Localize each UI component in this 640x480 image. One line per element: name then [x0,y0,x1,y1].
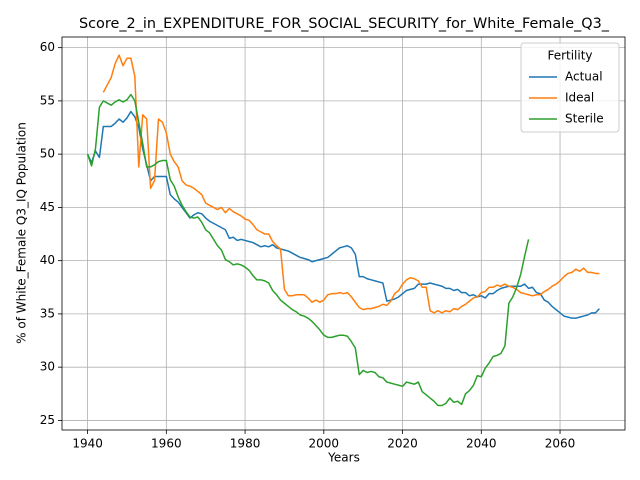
y-tick-label: 50 [40,147,55,161]
legend: Fertility Actual Ideal Sterile [520,42,620,133]
legend-box [520,42,620,133]
y-tick-label: 40 [40,253,55,267]
y-tick-label: 35 [40,306,55,320]
x-tick-label: 2000 [309,437,340,451]
x-tick-label: 1960 [151,437,182,451]
chart-title: Score_2_in_EXPENDITURE_FOR_SOCIAL_SECURI… [79,16,610,32]
x-tick-label: 2020 [387,437,418,451]
x-tick-label: 1980 [230,437,261,451]
x-tick-label: 2040 [466,437,497,451]
legend-label: Sterile [565,112,604,126]
y-tick-label: 25 [40,413,55,427]
y-tick-label: 55 [40,93,55,107]
y-tick-label: 30 [40,360,55,374]
line-series [86,93,530,407]
x-tick-label: 1940 [72,437,103,451]
legend-label: Actual [565,70,603,84]
legend-title: Fertility [547,49,592,63]
y-tick-label: 45 [40,200,55,214]
line-series [86,110,600,319]
x-tick-label: 2060 [545,437,576,451]
x-axis-label: Years [327,451,360,465]
line-series [102,54,600,314]
plot-frame [61,36,626,431]
y-tick-label: 60 [40,40,55,54]
legend-label: Ideal [565,91,594,105]
y-axis-label: % of White_Female Q3_IQ Population [15,122,29,344]
